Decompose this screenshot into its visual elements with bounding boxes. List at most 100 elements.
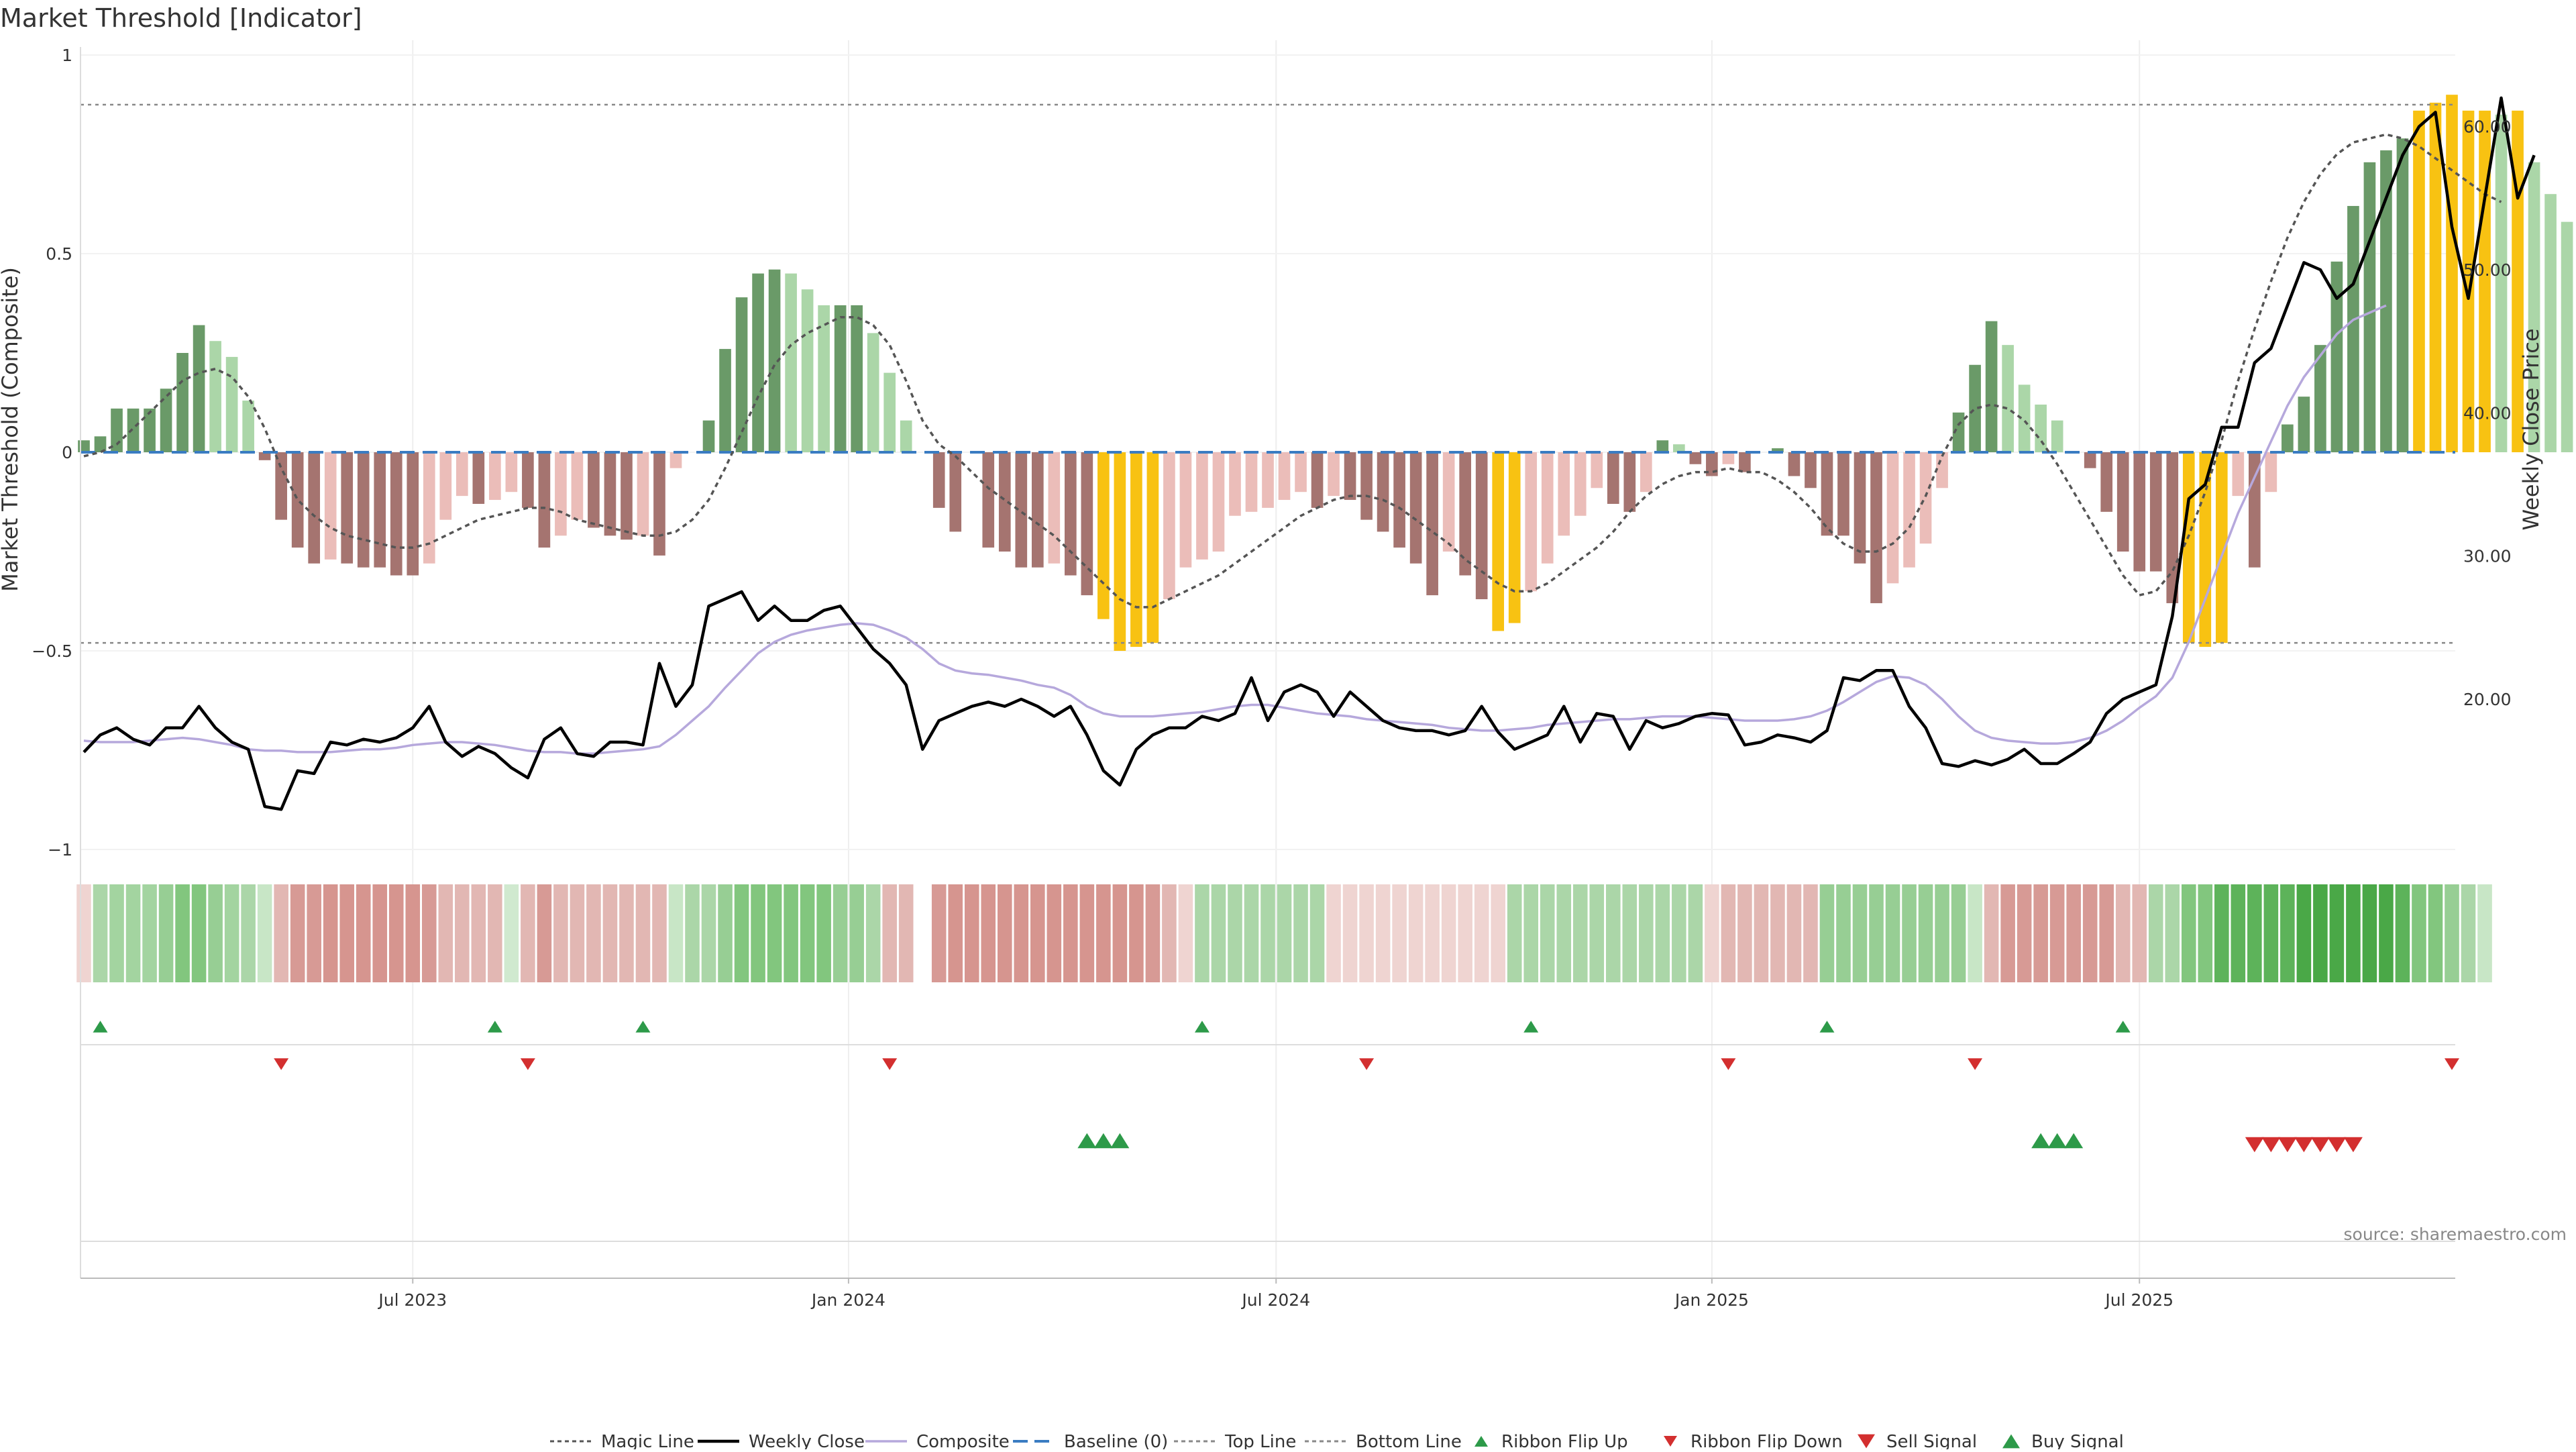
ribbon-cell <box>2412 884 2426 982</box>
legend-item-magic-line: Magic Line <box>550 1432 694 1452</box>
threshold-bar <box>2380 150 2392 452</box>
threshold-bar <box>1377 452 1389 532</box>
legend-swatch <box>1664 1436 1677 1447</box>
threshold-bar <box>1130 452 1142 647</box>
threshold-bar <box>2199 452 2212 647</box>
threshold-bar <box>324 452 337 560</box>
threshold-bar <box>1146 452 1159 643</box>
ribbon-cell <box>1474 884 1489 982</box>
threshold-bar <box>1706 452 1718 476</box>
threshold-bar <box>1656 440 1669 452</box>
threshold-bar <box>1097 452 1110 619</box>
threshold-bar <box>883 372 896 452</box>
ribbon-cell <box>1491 884 1505 982</box>
legend-label: Sell Signal <box>1886 1432 1977 1449</box>
ribbon-cell <box>1195 884 1210 982</box>
ribbon-flip-down-marker <box>882 1058 898 1070</box>
ribbon-cell <box>2329 884 2345 982</box>
ribbon-flip-down-marker <box>520 1058 535 1070</box>
threshold-bar <box>768 269 781 452</box>
threshold-bar <box>1212 452 1225 552</box>
ribbon-cell <box>191 884 207 982</box>
legend-item-ribbon-flip-up: Ribbon Flip Up <box>1474 1432 1628 1452</box>
y-axis-right-label: Weekly Close Price <box>2518 328 2544 530</box>
ribbon-cell <box>1852 884 1868 982</box>
ribbon-cell <box>1326 884 1341 982</box>
ribbon-cell <box>1359 884 1374 982</box>
ribbon-cell <box>1655 884 1670 982</box>
ribbon-cell <box>2263 884 2279 982</box>
threshold-bar <box>2084 452 2096 468</box>
ribbon-cell <box>915 884 930 982</box>
threshold-bar <box>1640 452 1652 492</box>
threshold-bar <box>407 452 419 576</box>
ribbon-cell <box>1046 884 1062 982</box>
ribbon-flip-up-marker <box>2115 1021 2131 1033</box>
ribbon-cell <box>1622 884 1638 982</box>
threshold-bar <box>1360 452 1373 520</box>
ribbon-cell <box>718 884 733 982</box>
ribbon-flip-up-marker <box>1523 1021 1539 1033</box>
threshold-bar <box>669 452 682 468</box>
ribbon-cell <box>1968 884 1982 982</box>
ribbon-cell <box>1836 884 1851 982</box>
ribbon-cell <box>2033 884 2048 982</box>
ribbon-cell <box>1277 884 1292 982</box>
threshold-bar <box>1772 448 1784 452</box>
threshold-bar <box>1278 452 1291 501</box>
threshold-bar <box>1114 452 1126 651</box>
ribbon-cell <box>1408 884 1424 982</box>
ribbon-cell <box>1425 884 1440 982</box>
buy-signal-marker <box>2047 1133 2067 1149</box>
threshold-bar <box>2298 397 2310 452</box>
threshold-bar <box>1081 452 1093 596</box>
threshold-bar <box>258 452 271 460</box>
ribbon-cell <box>1063 884 1078 982</box>
threshold-bar <box>2495 114 2508 453</box>
ribbon-cell <box>2165 884 2180 982</box>
legend-swatch <box>2002 1434 2020 1449</box>
threshold-bar <box>1903 452 1915 568</box>
ribbon-cell <box>1885 884 1900 982</box>
threshold-bar <box>1837 452 1849 536</box>
threshold-bar <box>2116 452 2129 552</box>
threshold-bar <box>2282 424 2294 452</box>
threshold-bar <box>1969 364 1981 452</box>
ribbon-flip-down-marker <box>274 1058 289 1070</box>
ribbon-cell <box>2477 884 2492 982</box>
threshold-bar <box>2429 103 2442 453</box>
legend-label: Buy Signal <box>2031 1432 2124 1449</box>
threshold-bar <box>2215 452 2228 643</box>
threshold-bar <box>621 452 633 540</box>
threshold-bar <box>1936 452 1948 488</box>
ribbon-cell <box>1721 884 1736 982</box>
ribbon-cell <box>405 884 421 982</box>
sell-signal-marker <box>2294 1137 2314 1153</box>
ribbon-cell <box>751 884 765 982</box>
threshold-bar <box>2528 162 2540 452</box>
ribbon-flip-down-marker <box>1359 1058 1375 1070</box>
ribbon-cell <box>734 884 749 982</box>
threshold-bar <box>2149 452 2162 572</box>
y-left-tick-label: 0 <box>62 443 72 462</box>
sell-signal-marker <box>2245 1137 2264 1153</box>
ribbon-cell <box>1129 884 1144 982</box>
threshold-bar <box>1163 452 1175 600</box>
ribbon-cell <box>1819 884 1835 982</box>
threshold-bar <box>1919 452 1932 544</box>
threshold-bar <box>2166 452 2179 603</box>
ribbon-cell <box>586 884 601 982</box>
threshold-bar <box>1607 452 1619 504</box>
threshold-bar <box>522 452 534 508</box>
ribbon-cell <box>356 884 371 982</box>
ribbon-flip-up-marker <box>93 1021 108 1033</box>
ribbon-cell <box>964 884 979 982</box>
threshold-bar <box>1426 452 1438 596</box>
ribbon-cell <box>784 884 798 982</box>
signal-markers <box>93 1021 2459 1153</box>
threshold-bar <box>489 452 501 501</box>
ribbon-cell <box>2066 884 2081 982</box>
legend-label: Composite <box>916 1432 1010 1449</box>
ribbon-cell <box>2280 884 2295 982</box>
